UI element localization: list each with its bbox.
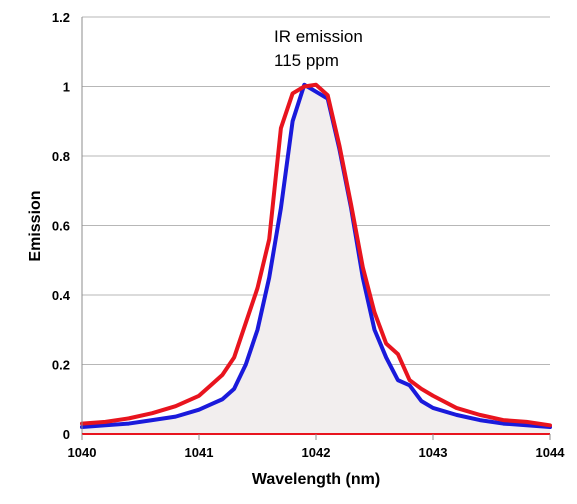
y-tick-label: 0.4 (52, 288, 71, 303)
x-tick-label: 1044 (536, 445, 566, 460)
y-tick-labels: 0 0.2 0.4 0.6 0.8 1 1.2 (52, 10, 71, 442)
x-tick-label: 1042 (302, 445, 331, 460)
series-line-blue (80, 82, 552, 430)
y-tick-label: 0 (63, 427, 70, 442)
x-axis-title: Wavelength (nm) (252, 471, 380, 488)
x-tick-label: 1043 (419, 445, 448, 460)
axis-layer (81, 17, 551, 440)
series-layer (80, 82, 552, 430)
y-tick-label: 1 (63, 80, 70, 95)
y-tick-label: 0.2 (52, 358, 70, 373)
x-tick-label: 1041 (185, 445, 214, 460)
y-axis-title: Emission (27, 190, 44, 261)
y-tick-label: 0.6 (52, 219, 70, 234)
area-fill (82, 84, 550, 434)
x-tick-label: 1040 (68, 445, 97, 460)
annotation-concentration: 115 ppm (274, 51, 339, 70)
y-tick-label: 0.8 (52, 149, 70, 164)
annotation-label: IR emission (274, 27, 363, 46)
series-line-red (80, 82, 552, 428)
x-tick-labels: 1040 1041 1042 1043 1044 (68, 445, 566, 460)
y-tick-label: 1.2 (52, 10, 70, 25)
fill-layer (82, 84, 550, 434)
